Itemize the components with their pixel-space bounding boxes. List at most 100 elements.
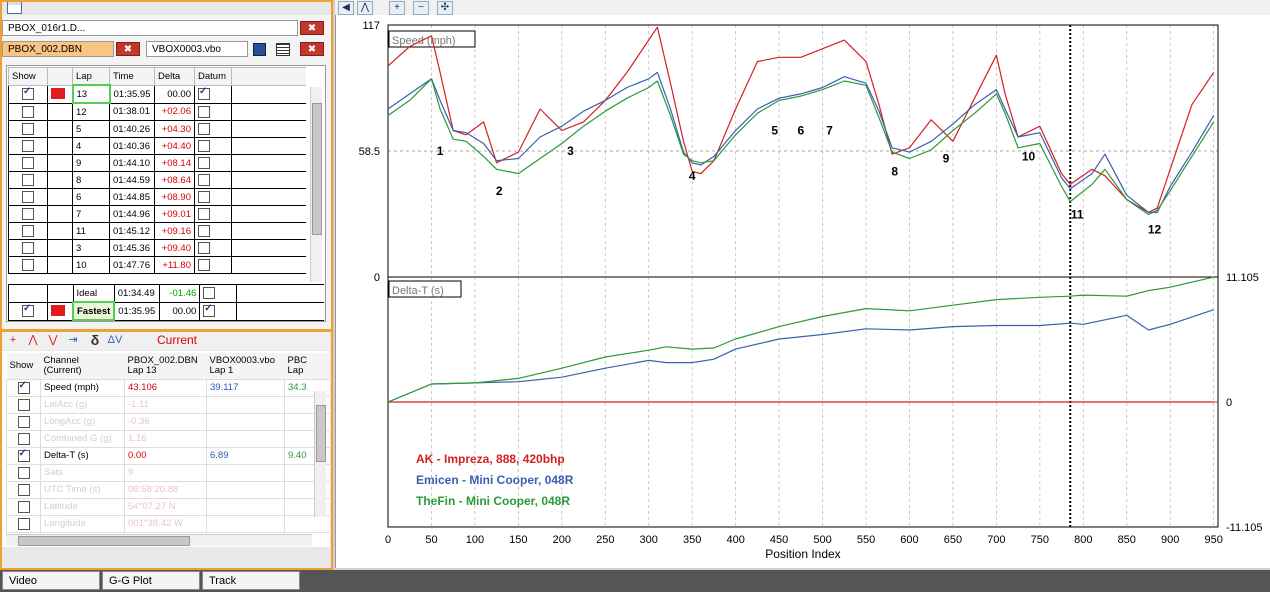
close-file-1-button[interactable]: ✖ — [300, 21, 324, 35]
summary-datum-checkbox[interactable] — [203, 303, 216, 317]
lap-datum-cell — [194, 137, 232, 155]
channel-show-checkbox[interactable] — [17, 415, 30, 428]
grid-icon[interactable] — [276, 43, 290, 56]
channel-row[interactable]: UTC Time (s) 08:58:20.88 — [6, 480, 330, 499]
channel-show-checkbox[interactable] — [17, 398, 30, 411]
tab-gg-plot[interactable]: G-G Plot — [102, 571, 200, 590]
file-tab-2[interactable]: PBOX_002.DBN — [2, 41, 114, 57]
lap-comparison-chart[interactable]: 0 50 100 150 200 250 300 350 400 450 500 550 600 650 7… — [336, 15, 1270, 568]
peak-icon[interactable]: ⋀ — [28, 334, 38, 346]
lap-table-scrollbar[interactable] — [310, 87, 322, 282]
fit-icon[interactable]: ✣ — [437, 1, 453, 15]
tab-video[interactable]: Video — [2, 571, 100, 590]
lap-show-checkbox[interactable] — [22, 208, 34, 220]
channel-scroll-thumb[interactable] — [316, 405, 326, 462]
lap-datum-checkbox[interactable] — [198, 259, 210, 271]
channel-row[interactable]: Combined G (g) 1.16 — [6, 429, 330, 448]
lap-row[interactable]: 11 01:45.12 +09.16 — [8, 222, 306, 240]
ch-col-show[interactable]: Show — [6, 353, 41, 379]
channel-row[interactable]: LatAcc (g) -1.11 — [6, 395, 330, 414]
cursor-peak-icon[interactable]: ⋀ — [357, 1, 373, 15]
speed-y-tick-label: 58.5 — [359, 146, 380, 158]
channel-scrollbar[interactable] — [314, 391, 326, 517]
lap-datum-checkbox[interactable] — [198, 123, 210, 135]
trough-icon[interactable]: ⋁ — [48, 334, 58, 346]
lap-color-cell[interactable] — [47, 84, 73, 104]
channel-hscrollbar[interactable] — [6, 534, 312, 546]
channel-mode-label[interactable]: Current — [157, 333, 198, 347]
channel-show-checkbox[interactable] — [17, 466, 30, 479]
lap-show-checkbox[interactable] — [22, 86, 34, 100]
col-show[interactable]: Show — [8, 67, 48, 86]
ch-col-file3[interactable]: PBC Lap — [284, 353, 330, 379]
lap-datum-checkbox[interactable] — [198, 157, 210, 169]
channel-show-checkbox[interactable] — [17, 380, 30, 394]
channel-row[interactable]: LongAcc (g) -0.36 — [6, 412, 330, 431]
lap-show-checkbox[interactable] — [22, 157, 34, 169]
channel-show-checkbox[interactable] — [17, 483, 30, 496]
summary-show-checkbox[interactable] — [22, 303, 34, 317]
lap-row[interactable]: 3 01:45.36 +09.40 — [8, 239, 306, 257]
lap-row[interactable]: 12 01:38.01 +02.06 — [8, 102, 306, 121]
summary-datum-checkbox[interactable] — [203, 287, 216, 300]
lap-row[interactable]: 10 01:47.76 +11.80 — [8, 256, 306, 274]
lap-datum-checkbox[interactable] — [198, 191, 210, 203]
lap-datum-checkbox[interactable] — [198, 208, 210, 220]
file-tab-1[interactable]: PBOX_016r1.D... — [2, 20, 298, 36]
channel-row[interactable]: Delta-T (s)0.006.899.40 — [6, 446, 330, 465]
channel-row[interactable]: Longitude 001°38.42 W — [6, 514, 330, 533]
add-marker-icon[interactable]: + — [9, 334, 17, 346]
lap-scroll-thumb[interactable] — [312, 103, 322, 235]
channel-row[interactable]: Latitude 54°07.27 N — [6, 497, 330, 516]
lap-datum-checkbox[interactable] — [198, 105, 210, 118]
channel-hscroll-thumb[interactable] — [18, 536, 190, 546]
zoom-out-icon[interactable]: − — [413, 1, 429, 15]
channel-show-checkbox[interactable] — [17, 500, 30, 513]
lap-datum-checkbox[interactable] — [198, 242, 210, 254]
tab-track[interactable]: Track — [202, 571, 300, 590]
lap-datum-checkbox[interactable] — [198, 86, 210, 100]
split-icon[interactable]: ⇥ — [68, 334, 78, 346]
summary-color-cell[interactable] — [47, 301, 74, 321]
lap-row[interactable]: 9 01:44.10 +08.14 — [8, 154, 306, 172]
lap-show-checkbox[interactable] — [22, 105, 34, 118]
zoom-in-icon[interactable]: + — [389, 1, 405, 15]
lap-datum-checkbox[interactable] — [198, 174, 210, 186]
channel-show-checkbox[interactable] — [17, 448, 30, 462]
channel-show-checkbox[interactable] — [17, 432, 30, 445]
channel-show-checkbox[interactable] — [17, 517, 30, 530]
lap-show-checkbox[interactable] — [22, 242, 34, 254]
lap-show-checkbox[interactable] — [22, 123, 34, 135]
lap-show-checkbox[interactable] — [22, 140, 34, 152]
lap-datum-checkbox[interactable] — [198, 140, 210, 152]
col-datum[interactable]: Datum — [194, 67, 232, 86]
x-tick-label: 600 — [900, 534, 918, 546]
fastest-color-swatch[interactable] — [51, 305, 65, 317]
col-time[interactable]: Time — [109, 67, 155, 86]
lap-show-checkbox[interactable] — [22, 191, 34, 203]
channel-row[interactable]: Sats 9 — [6, 463, 330, 482]
col-lap[interactable]: Lap — [72, 67, 110, 86]
lap-show-checkbox[interactable] — [22, 225, 34, 237]
delta-v-icon[interactable]: ΔV — [107, 334, 123, 346]
lap-datum-cell — [194, 256, 232, 274]
lap-color-swatch[interactable] — [51, 88, 65, 100]
delta-icon[interactable]: δ — [90, 332, 100, 348]
close-file-2-button[interactable]: ✖ — [116, 42, 140, 56]
lap-row[interactable]: 5 01:40.26 +04.30 — [8, 120, 306, 138]
ch-col-channel[interactable]: Channel (Current) — [40, 353, 125, 379]
speed-y-tick-label: 0 — [374, 272, 380, 284]
lap-show-checkbox[interactable] — [22, 259, 34, 271]
lap-show-checkbox[interactable] — [22, 174, 34, 186]
summary-datum-cell — [199, 284, 238, 303]
save-icon[interactable] — [253, 43, 266, 56]
ch-col-file1[interactable]: PBOX_002.DBN Lap 13 — [124, 353, 207, 379]
cursor-left-icon[interactable]: ◀ — [338, 1, 354, 15]
file-tab-3[interactable]: VBOX0003.vbo — [146, 41, 248, 57]
close-file-3-button[interactable]: ✖ — [300, 42, 324, 56]
lap-datum-checkbox[interactable] — [198, 225, 210, 237]
ch-col-file2[interactable]: VBOX0003.vbo Lap 1 — [206, 353, 285, 379]
